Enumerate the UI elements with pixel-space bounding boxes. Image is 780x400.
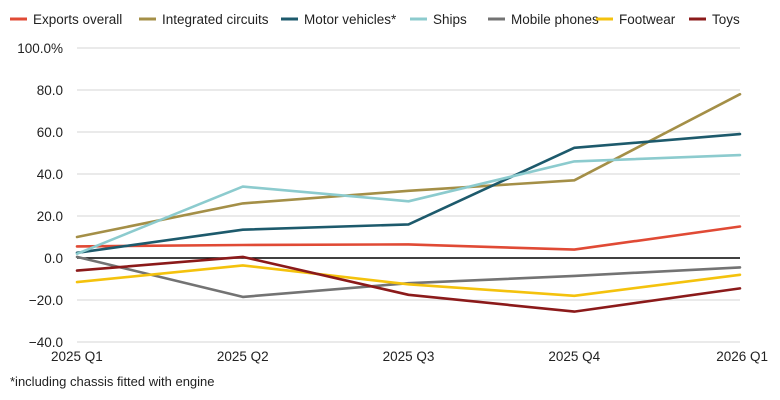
x-tick-label: 2026 Q1 [716, 349, 768, 364]
series-line-exports-overall [75, 225, 742, 251]
legend: Exports overall Integrated circuits Motor … [10, 12, 740, 27]
legend-label-exports-overall: Exports overall [33, 12, 122, 27]
y-tick-label: −40.0 [29, 335, 63, 350]
y-tick-label: 40.0 [37, 167, 63, 182]
legend-label-footwear: Footwear [619, 12, 676, 27]
x-axis-tick-labels: 2025 Q1 2025 Q2 2025 Q3 2025 Q4 2026 Q1 [51, 349, 768, 364]
x-tick-label: 2025 Q3 [383, 349, 435, 364]
y-tick-label: 20.0 [37, 209, 63, 224]
y-tick-label: 80.0 [37, 83, 63, 98]
legend-label-toys: Toys [712, 12, 740, 27]
legend-label-motor-vehicles: Motor vehicles* [304, 12, 397, 27]
series-line-ships [75, 153, 742, 256]
series-line-integrated-circuits [75, 92, 742, 239]
legend-label-mobile-phones: Mobile phones [511, 12, 599, 27]
x-tick-label: 2025 Q2 [217, 349, 269, 364]
y-tick-label: −20.0 [29, 293, 63, 308]
x-tick-label: 2025 Q1 [51, 349, 103, 364]
y-tick-label: 100.0% [17, 41, 63, 56]
legend-label-ships: Ships [433, 12, 467, 27]
y-tick-label: 0.0 [44, 251, 63, 266]
series-line-toys [75, 255, 742, 313]
legend-label-integrated-circuits: Integrated circuits [162, 12, 269, 27]
y-tick-label: 60.0 [37, 125, 63, 140]
series-lines [75, 92, 742, 313]
footnote: *including chassis fitted with engine [10, 374, 215, 389]
x-tick-label: 2025 Q4 [548, 349, 600, 364]
series-line-motor-vehicles [75, 132, 742, 255]
gridlines [77, 47, 740, 343]
y-axis-tick-labels: 100.0% 80.0 60.0 40.0 20.0 0.0 −20.0 −40.0 [17, 41, 63, 350]
series-line-footwear [75, 264, 742, 298]
